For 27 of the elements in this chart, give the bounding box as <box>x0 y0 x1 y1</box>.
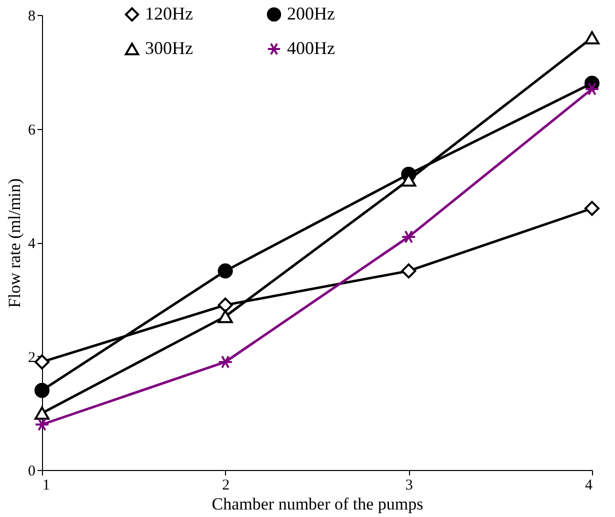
x-tick-label: 3 <box>405 478 413 494</box>
point <box>218 298 233 313</box>
y-tick-label: 4 <box>28 236 36 252</box>
point <box>584 82 600 96</box>
point <box>218 355 233 369</box>
x-tick-label: 1 <box>42 478 50 494</box>
point <box>218 263 233 278</box>
point <box>34 354 50 370</box>
point <box>584 200 600 216</box>
point <box>401 230 416 244</box>
y-tick-label: 2 <box>28 350 36 366</box>
point <box>401 263 416 278</box>
legend-label: 120Hz <box>145 3 193 24</box>
point <box>218 310 233 324</box>
x-axis-title: Chamber number of the pumps <box>212 494 424 514</box>
legend-label: 200Hz <box>287 3 335 24</box>
point <box>34 418 50 432</box>
legend-label: 400Hz <box>287 38 335 58</box>
y-axis-title: Flow rate (ml/min) <box>5 178 24 308</box>
legend-label: 300Hz <box>145 38 193 58</box>
point <box>584 31 600 44</box>
y-tick-label: 6 <box>28 122 36 138</box>
y-tick-label: 8 <box>28 8 36 24</box>
x-tick-label: 2 <box>222 478 230 494</box>
point <box>34 382 50 398</box>
y-tick-label: 0 <box>28 464 36 480</box>
x-tick-label: 4 <box>585 478 593 494</box>
